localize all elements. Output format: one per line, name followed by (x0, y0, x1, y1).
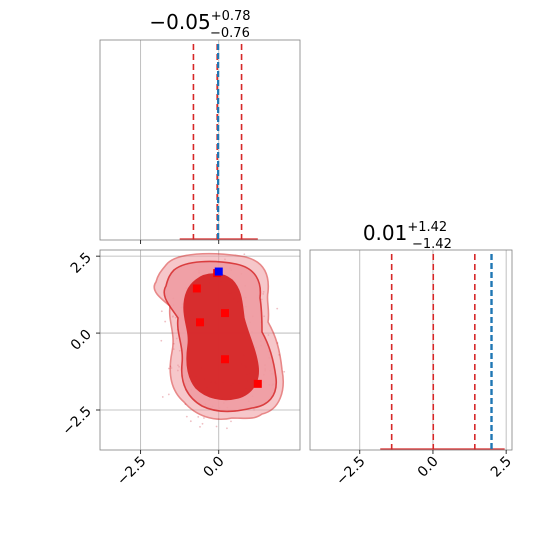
sample-dot (276, 307, 279, 310)
title-plus-error: +0.78 (211, 9, 251, 24)
y-tick-label: 2.5 (68, 250, 95, 277)
sample-dot (167, 393, 170, 396)
marginal-panel-param-1: −0.05+0.78−0.76 (99, 9, 301, 244)
sample-dot (185, 415, 188, 418)
x-tick-label: 0.0 (415, 454, 442, 481)
title-minus-error: −1.42 (412, 237, 452, 252)
sample-dot (161, 396, 164, 398)
title-plus-error: +1.42 (407, 220, 447, 235)
x-tick-label: −2.5 (114, 454, 149, 489)
title-minus-error: −0.76 (210, 26, 250, 41)
sample-dot (160, 310, 163, 313)
x-tick-label: 2.5 (488, 454, 515, 481)
axes-frame (99, 39, 301, 241)
panel-title: 0.01+1.42 (363, 220, 447, 245)
panel-title: −0.05+0.78 (149, 9, 250, 34)
y-tick-label: 0.0 (68, 327, 95, 354)
red-point (253, 379, 262, 388)
title-median: −0.05 (149, 10, 210, 34)
axes-frame (99, 249, 301, 451)
joint-content (153, 252, 286, 430)
sample-dot (226, 427, 228, 430)
red-point (221, 309, 229, 318)
x-tick-label: −2.5 (333, 454, 368, 489)
marginal-panel-param-2: −2.5 0.0 2.50.01+1.42−1.42 (309, 220, 515, 489)
sample-dot (164, 320, 167, 323)
sample-dot (167, 367, 170, 370)
sample-dot (203, 417, 205, 419)
sample-dot (230, 420, 232, 423)
sample-dot (201, 422, 204, 425)
red-point (196, 318, 204, 327)
y-tick-label: −2.5 (59, 404, 94, 439)
sample-dot (197, 415, 200, 418)
sample-dot (160, 339, 163, 342)
sample-dot (243, 253, 246, 256)
axes-frame (309, 249, 513, 451)
sample-dot (283, 370, 286, 373)
sample-dot (199, 425, 201, 428)
density-contour-inner (183, 273, 259, 401)
sample-dot (215, 425, 218, 428)
title-median: 0.01 (363, 221, 408, 245)
x-tick-label: 0.0 (201, 454, 228, 481)
truth-point (214, 267, 223, 276)
red-point (192, 284, 201, 293)
sample-dot (189, 420, 192, 423)
red-point (221, 355, 229, 364)
joint-density-panel: −2.5 0.0 2.5 0.0 −2.5 (59, 249, 301, 489)
